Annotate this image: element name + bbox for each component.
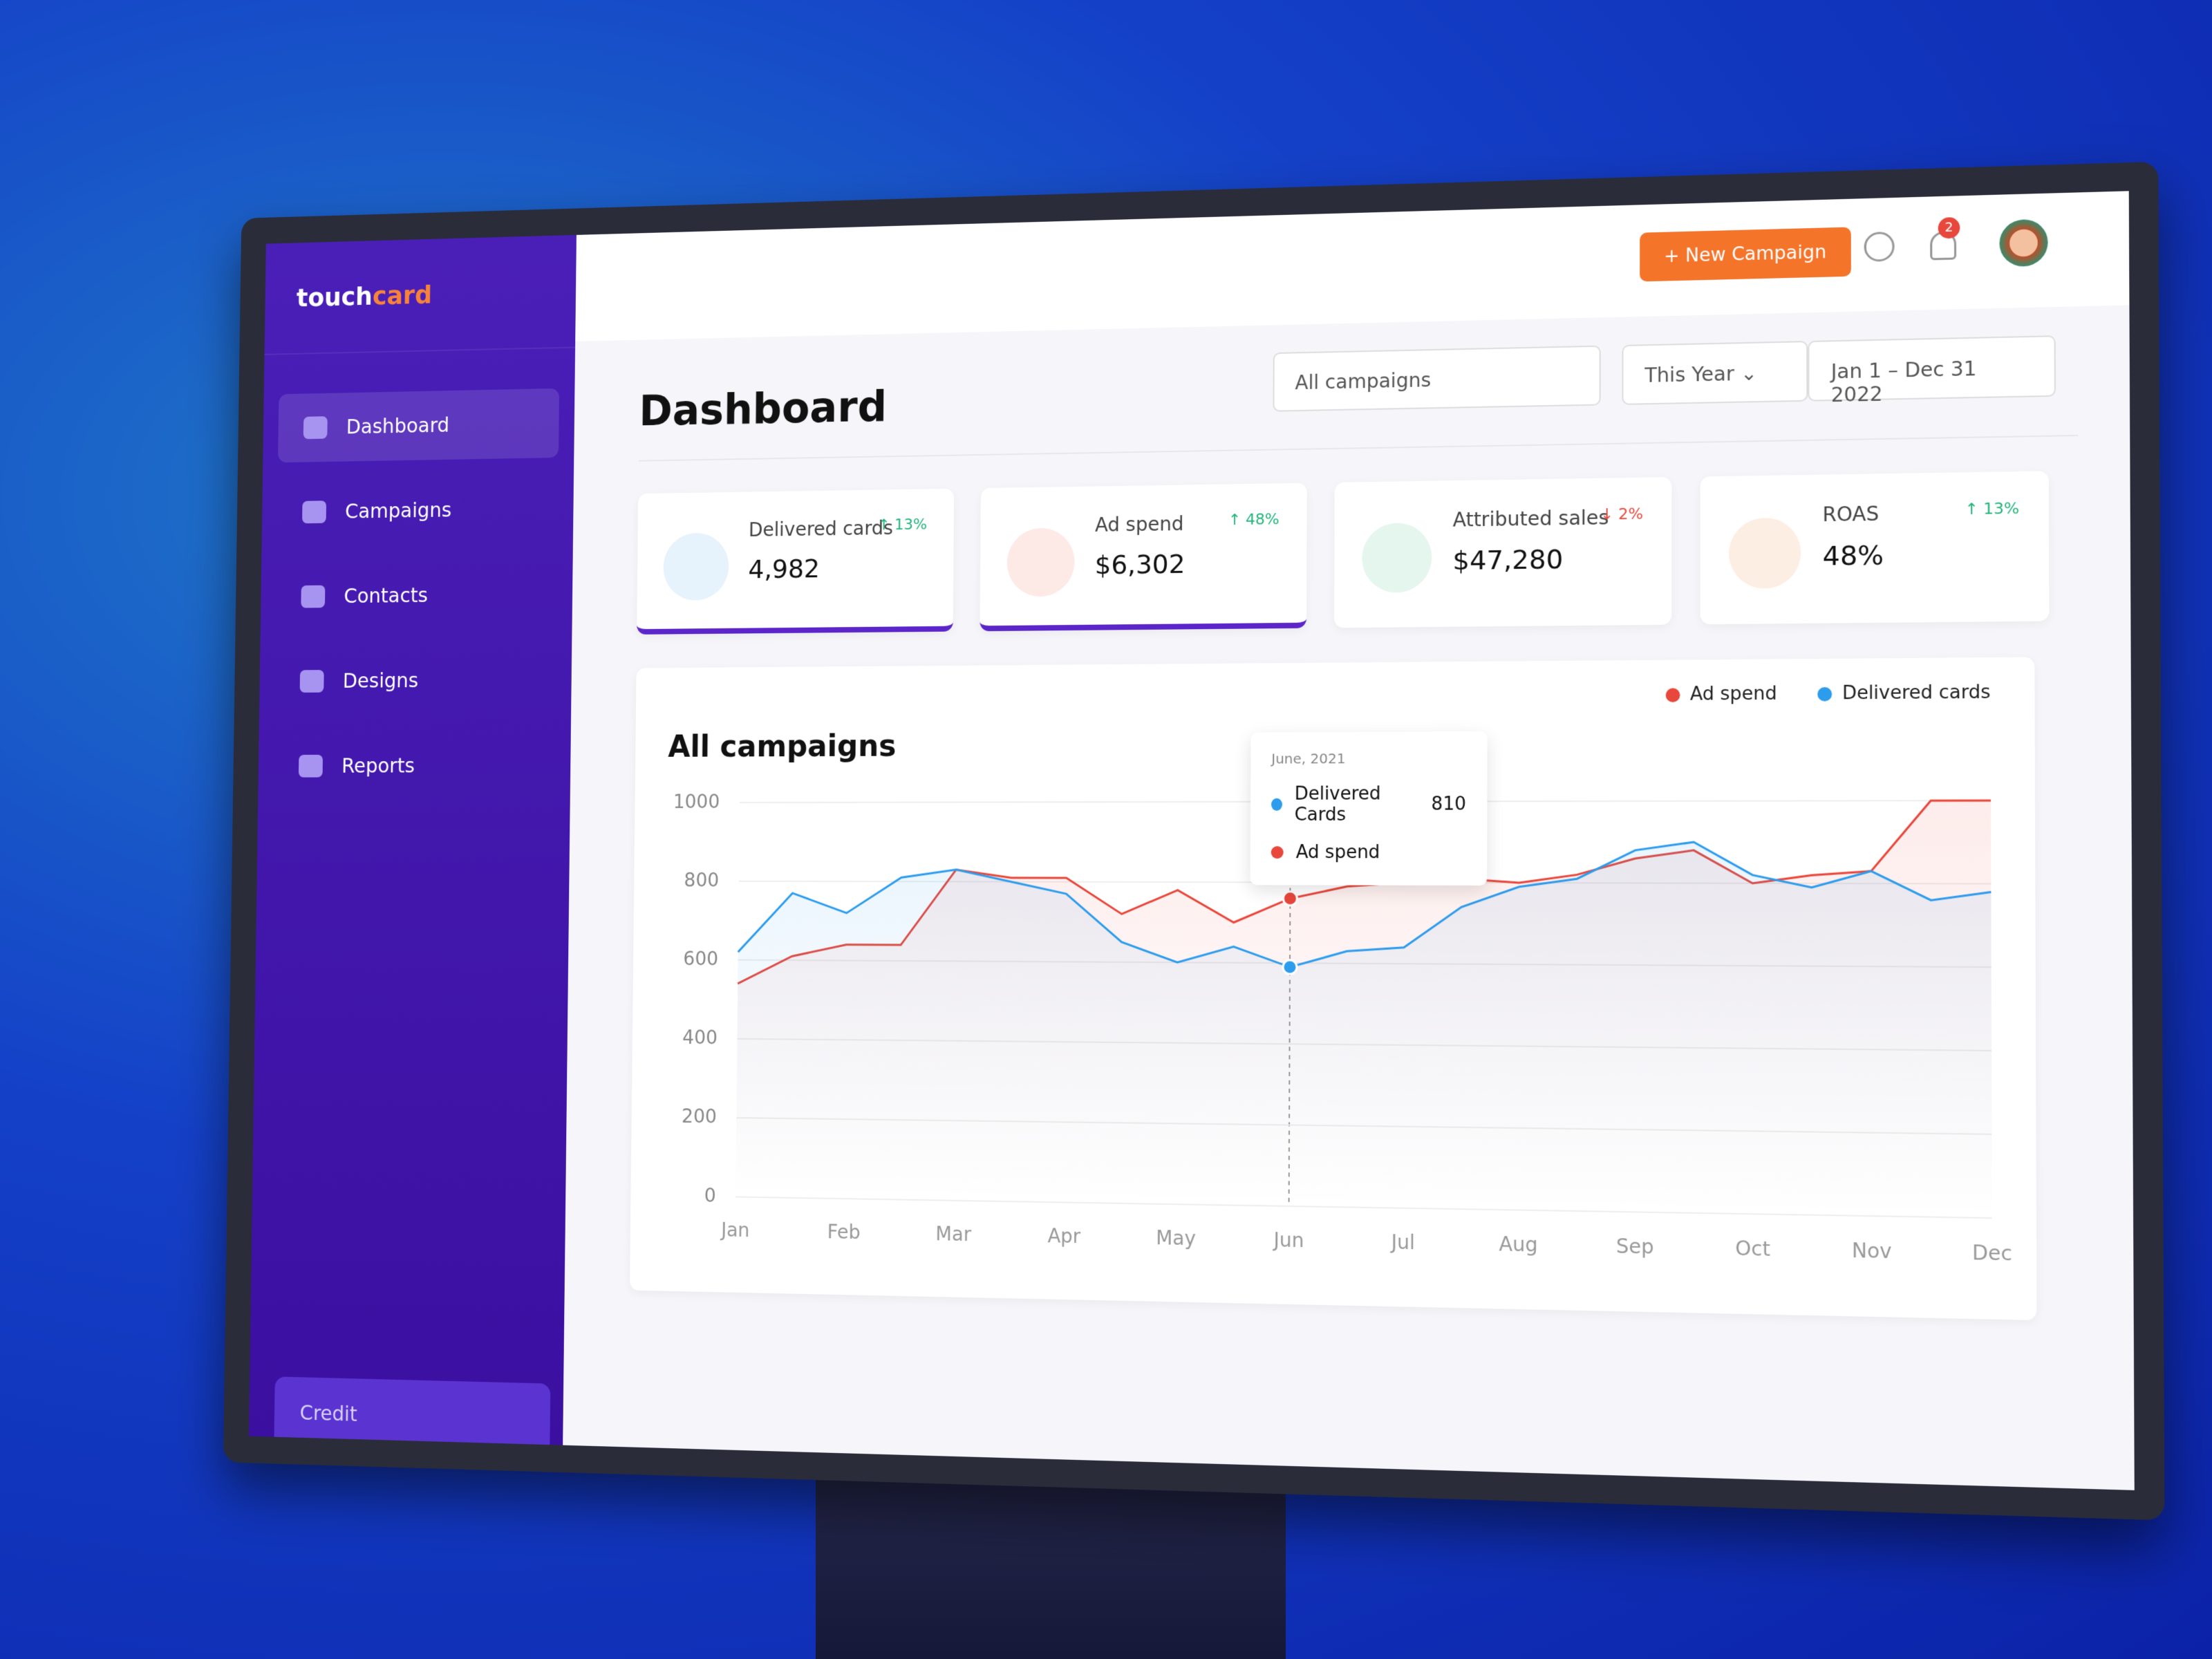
x-tick-label: Mar bbox=[935, 1223, 971, 1246]
nav-item[interactable]: Reports bbox=[273, 731, 555, 801]
chart: All campaigns 0 200 400 600 800 1000 Jan Feb Mar… bbox=[668, 682, 2012, 1266]
y-tick-label: 800 bbox=[684, 870, 719, 891]
change-text: 13% bbox=[894, 516, 928, 534]
x-tick-label: May bbox=[1156, 1227, 1196, 1250]
logo[interactable]: touch card bbox=[264, 234, 577, 355]
nav-label: Dashboard bbox=[346, 413, 450, 439]
icon bbox=[663, 532, 729, 601]
legend-label: Ad spend bbox=[1690, 683, 1777, 704]
tooltip-name: Ad spend bbox=[1295, 842, 1380, 863]
x-tick-label: Apr bbox=[1047, 1225, 1081, 1248]
series-area bbox=[735, 841, 1992, 1219]
icon bbox=[1006, 527, 1075, 597]
hover-marker bbox=[1283, 892, 1297, 906]
sidebar: touch card Dashboard Campaigns Contacts D… bbox=[248, 234, 577, 1445]
kpi-card[interactable]: ROAS 48% ↑ 13% bbox=[1700, 471, 2050, 625]
kpi-value: 4,982 bbox=[748, 553, 821, 585]
legend-swatch bbox=[1665, 688, 1680, 702]
x-tick-label: Jan bbox=[720, 1219, 749, 1241]
monitor: touch card Dashboard Campaigns Contacts D… bbox=[223, 161, 2165, 1521]
screen: touch card Dashboard Campaigns Contacts D… bbox=[248, 191, 2135, 1490]
period-select[interactable]: This Year ⌄ bbox=[1622, 341, 1808, 405]
help-icon[interactable] bbox=[1864, 231, 1895, 262]
kpi-change: ↑ 48% bbox=[1228, 511, 1280, 529]
brand-first: touch bbox=[296, 281, 373, 312]
button-label: New Campaign bbox=[1685, 241, 1827, 267]
y-tick-label: 0 bbox=[704, 1185, 716, 1207]
kpi-change: ↑ 13% bbox=[877, 516, 928, 534]
dot bbox=[1271, 846, 1284, 859]
x-tick-label: Jul bbox=[1389, 1231, 1414, 1254]
new-campaign-button[interactable]: + New Campaign bbox=[1640, 227, 1851, 282]
icon bbox=[301, 585, 326, 608]
kpi-value: $6,302 bbox=[1094, 548, 1185, 581]
kpi-card[interactable]: Ad spend $6,302 ↑ 48% bbox=[980, 482, 1307, 632]
nav-label: Contacts bbox=[344, 583, 429, 608]
legend-swatch bbox=[1817, 686, 1833, 702]
icon bbox=[303, 416, 328, 440]
icon bbox=[1729, 517, 1801, 589]
campaign-select[interactable]: All campaigns bbox=[1273, 345, 1601, 412]
nav-item[interactable]: Campaigns bbox=[276, 474, 558, 547]
y-tick-label: 200 bbox=[682, 1105, 717, 1127]
x-tick-label: Dec bbox=[1972, 1241, 2012, 1266]
y-tick-label: 1000 bbox=[673, 791, 720, 812]
top-bar: + New Campaign 2 bbox=[575, 191, 2130, 341]
tooltip-name: Delivered Cards bbox=[1294, 783, 1381, 825]
tooltip-row: Delivered Cards 810 bbox=[1271, 783, 1466, 825]
change-text: 2% bbox=[1618, 505, 1644, 524]
hover-marker bbox=[1283, 960, 1297, 974]
chart-card: All campaigns 0 200 400 600 800 1000 Jan Feb Mar… bbox=[629, 657, 2037, 1320]
icon bbox=[298, 754, 324, 778]
x-tick-label: Feb bbox=[827, 1221, 861, 1244]
avatar[interactable] bbox=[1999, 218, 2048, 268]
x-tick-label: Oct bbox=[1735, 1237, 1770, 1261]
kpi-value: $47,280 bbox=[1452, 543, 1564, 577]
change-text: 13% bbox=[1983, 500, 2020, 518]
chart-title: All campaigns bbox=[668, 729, 897, 765]
kpi-change: ↑ 13% bbox=[1965, 500, 2020, 519]
divider bbox=[638, 434, 2079, 462]
credit-label: Credit bbox=[299, 1401, 357, 1427]
nav-label: Reports bbox=[341, 753, 415, 778]
x-tick-label: Jun bbox=[1272, 1229, 1304, 1252]
nav: Dashboard Campaigns Contacts Designs Rep… bbox=[257, 348, 575, 856]
kpi-card[interactable]: Attributed sales $47,280 ↓ 2% bbox=[1334, 477, 1672, 628]
kpi-change: ↓ 2% bbox=[1600, 505, 1644, 524]
icon bbox=[299, 670, 324, 693]
nav-label: Campaigns bbox=[344, 498, 452, 523]
date-range[interactable]: Jan 1 – Dec 31 2022 bbox=[1808, 335, 2056, 406]
nav-label: Designs bbox=[342, 668, 419, 693]
change-text: 48% bbox=[1246, 511, 1280, 529]
select-label: All campaigns bbox=[1295, 368, 1432, 395]
range-label: Jan 1 – Dec 31 2022 bbox=[1830, 357, 1977, 407]
y-tick-label: 400 bbox=[682, 1027, 718, 1049]
tooltip: June, 2021 Delivered Cards 810 Ad spend bbox=[1250, 731, 1488, 886]
icon bbox=[302, 500, 327, 524]
credit[interactable]: Credit bbox=[274, 1376, 551, 1445]
tooltip-row: Ad spend bbox=[1271, 842, 1466, 863]
icon bbox=[1362, 523, 1432, 593]
nav-item[interactable]: Designs bbox=[274, 645, 556, 716]
page-title: Dashboard bbox=[639, 381, 888, 435]
select-label: This Year bbox=[1644, 362, 1734, 387]
tooltip-value: 810 bbox=[1431, 794, 1466, 815]
kpi-value: 48% bbox=[1822, 539, 1884, 572]
nav-item[interactable]: Dashboard bbox=[278, 388, 560, 463]
nav-item[interactable]: Contacts bbox=[276, 559, 558, 632]
legend-label: Delivered cards bbox=[1842, 682, 1991, 704]
x-tick-label: Nov bbox=[1852, 1239, 1892, 1263]
dot bbox=[1271, 798, 1282, 811]
badge: 2 bbox=[1938, 216, 1960, 239]
x-tick-label: Aug bbox=[1499, 1233, 1538, 1257]
kpi-card[interactable]: Delivered cards 4,982 ↑ 13% bbox=[637, 488, 955, 635]
brand-second: card bbox=[372, 279, 433, 311]
y-tick-label: 600 bbox=[683, 948, 718, 970]
x-tick-label: Sep bbox=[1616, 1235, 1654, 1259]
main: + New Campaign 2 Dashboard All campaigns… bbox=[563, 191, 2135, 1490]
tooltip-title: June, 2021 bbox=[1271, 750, 1346, 767]
